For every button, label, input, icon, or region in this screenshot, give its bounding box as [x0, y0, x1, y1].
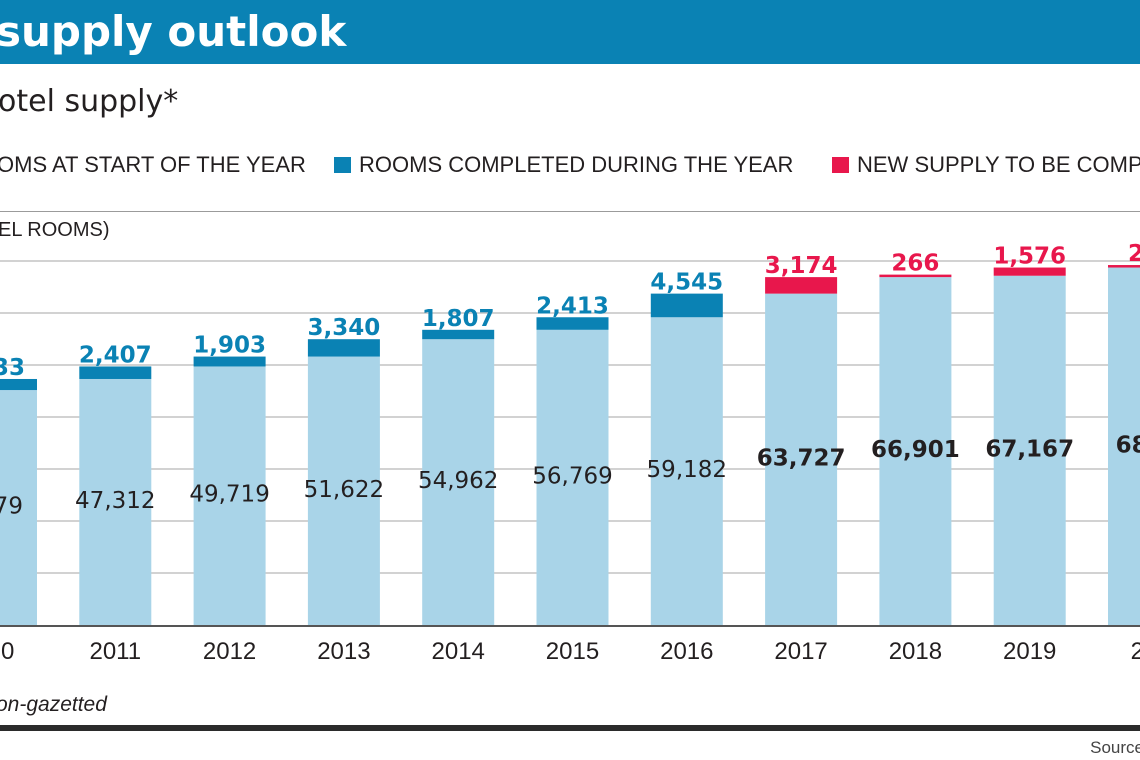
- label-new-supply-10: 29: [1128, 241, 1140, 267]
- bar-completed-2: [193, 356, 266, 367]
- x-tick-label-1: 2011: [89, 638, 141, 665]
- legend-label-new-supply: NEW SUPPLY TO BE COMPL: [857, 152, 1140, 177]
- legend-swatch-completed: [334, 157, 351, 173]
- label-new-supply-8: 266: [891, 251, 939, 277]
- x-tick-label-5: 2015: [546, 638, 599, 665]
- header-banner: supply outlook: [0, 0, 1140, 64]
- bar-new-supply-8: [879, 274, 952, 278]
- bar-new-supply-7: [765, 277, 838, 294]
- x-tick-label-4: 2014: [432, 638, 485, 665]
- bar-start-4: [422, 339, 495, 625]
- label-start-3: 51,622: [304, 477, 384, 503]
- legend-label-completed: ROOMS COMPLETED DURING THE YEAR: [359, 152, 794, 177]
- bar-start-0: [0, 390, 37, 625]
- bar-start-10: [1108, 267, 1140, 625]
- label-start-2: 49,719: [189, 482, 269, 508]
- legend: OMS AT START OF THE YEAR ROOMS COMPLETED…: [0, 150, 1140, 180]
- x-tick-label-2: 2012: [203, 638, 256, 665]
- label-start-10: 68,7: [1116, 432, 1140, 458]
- label-completed-4: 1,807: [422, 306, 495, 332]
- bar-completed-3: [307, 339, 380, 357]
- bar-start-7: [765, 293, 838, 625]
- bar-start-8: [879, 277, 952, 625]
- bar-completed-1: [79, 366, 152, 379]
- bar-completed-0: [0, 378, 37, 391]
- x-tick-label-7: 2017: [774, 638, 827, 665]
- bar-start-9: [993, 275, 1066, 625]
- legend-label-start: OMS AT START OF THE YEAR: [0, 152, 306, 177]
- bar-start-1: [79, 378, 152, 625]
- bar-start-2: [193, 366, 266, 625]
- y-axis-label: EL ROOMS): [0, 219, 110, 241]
- x-tick-label-6: 2016: [660, 638, 713, 665]
- bar-start-6: [650, 317, 723, 625]
- bottom-rule: [0, 725, 1140, 731]
- label-start-7: 63,727: [757, 445, 846, 471]
- label-start-1: 47,312: [75, 488, 155, 514]
- label-completed-6: 4,545: [650, 270, 723, 296]
- label-completed-2: 1,903: [193, 333, 266, 359]
- label-completed-1: 2,407: [79, 342, 152, 368]
- bar-new-supply-9: [993, 267, 1066, 276]
- legend-swatch-new-supply: [832, 157, 849, 173]
- bar-completed-6: [650, 293, 723, 318]
- x-tick-label-0: 10: [0, 638, 14, 665]
- chart-title: supply outlook: [0, 7, 347, 56]
- bar-start-3: [307, 356, 380, 625]
- label-new-supply-9: 1,576: [993, 244, 1066, 270]
- label-start-8: 66,901: [871, 437, 960, 463]
- label-new-supply-7: 3,174: [765, 253, 838, 279]
- x-tick-label-8: 2018: [889, 638, 942, 665]
- bar-completed-4: [422, 329, 495, 340]
- label-completed-0: 133: [0, 355, 25, 381]
- bar-start-5: [536, 329, 609, 625]
- label-start-4: 54,962: [418, 468, 498, 494]
- x-tick-label-9: 2019: [1003, 638, 1056, 665]
- label-completed-5: 2,413: [536, 293, 609, 319]
- bar-completed-5: [536, 317, 609, 330]
- label-completed-3: 3,340: [308, 315, 381, 341]
- x-tick-label-10: 20: [1131, 638, 1140, 665]
- top-rule: [0, 211, 1140, 212]
- stacked-bar-chart: 133 179 10 2,407 47,312 2011 1,903 49,719 2012 3,…: [0, 241, 1140, 665]
- chart-subtitle: otel supply*: [0, 84, 179, 119]
- footnote: on-gazetted: [0, 693, 107, 716]
- label-start-5: 56,769: [532, 463, 612, 489]
- source-note: Source: [1090, 738, 1140, 757]
- label-start-9: 67,167: [985, 436, 1074, 462]
- bar-new-supply-10: [1108, 265, 1140, 268]
- label-start-6: 59,182: [647, 457, 727, 483]
- label-start-0: 179: [0, 494, 23, 520]
- x-tick-label-3: 2013: [317, 638, 370, 665]
